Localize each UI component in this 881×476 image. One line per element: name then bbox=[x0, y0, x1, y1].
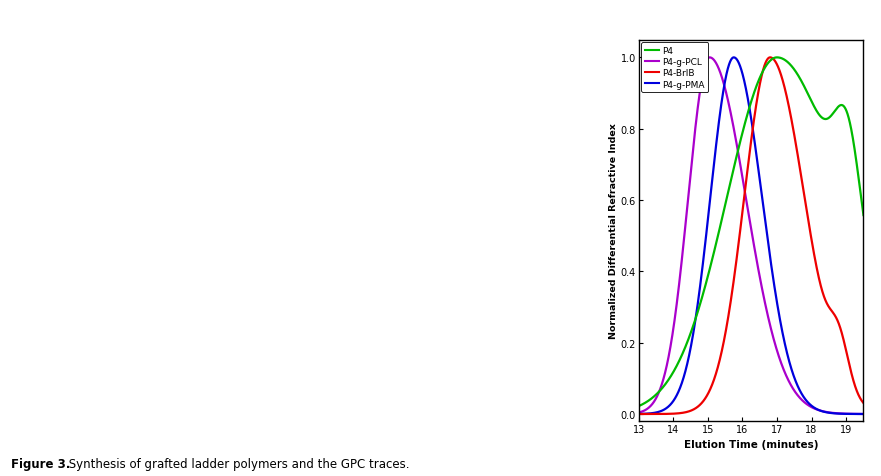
Text: Figure 3.: Figure 3. bbox=[11, 457, 70, 470]
Text: Synthesis of grafted ladder polymers and the GPC traces.: Synthesis of grafted ladder polymers and… bbox=[65, 457, 410, 470]
X-axis label: Elution Time (minutes): Elution Time (minutes) bbox=[684, 439, 818, 449]
Y-axis label: Normalized Differential Refractive Index: Normalized Differential Refractive Index bbox=[609, 123, 618, 338]
Legend: P4, P4-g-PCL, P4-BrIB, P4-g-PMA: P4, P4-g-PCL, P4-BrIB, P4-g-PMA bbox=[641, 43, 708, 93]
